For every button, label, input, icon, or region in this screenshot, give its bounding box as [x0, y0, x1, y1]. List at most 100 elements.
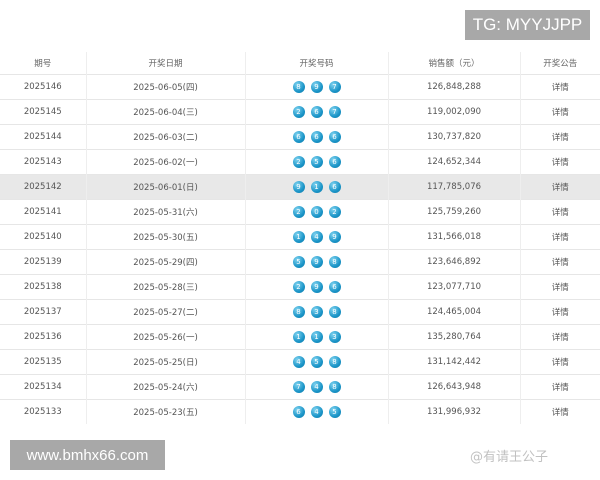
date-cell: 2025-06-05(四)	[85, 74, 245, 100]
date-cell: 2025-05-29(四)	[85, 249, 245, 275]
details-link[interactable]: 详情	[519, 324, 600, 350]
details-link[interactable]: 详情	[519, 299, 600, 325]
issue-cell: 2025144	[0, 124, 86, 150]
issue-cell: 2025141	[0, 199, 86, 225]
number-ball: 0	[310, 206, 323, 218]
details-link[interactable]: 详情	[519, 199, 600, 225]
number-ball: 1	[292, 231, 305, 243]
details-link[interactable]: 详情	[519, 399, 600, 424]
issue-cell: 2025139	[0, 249, 86, 275]
site-banner: www.bmhx66.com	[10, 440, 165, 470]
issue-cell: 2025143	[0, 149, 86, 175]
date-cell: 2025-05-27(二)	[85, 299, 245, 325]
sales-cell: 135,280,764	[387, 324, 520, 350]
number-ball: 6	[328, 131, 341, 143]
sales-cell: 124,652,344	[387, 149, 520, 175]
issue-cell: 2025142	[0, 174, 86, 200]
header-date: 开奖日期	[85, 52, 245, 75]
details-link[interactable]: 详情	[519, 224, 600, 250]
sales-cell: 119,002,090	[387, 99, 520, 125]
details-link[interactable]: 详情	[519, 74, 600, 100]
number-ball: 5	[328, 406, 341, 418]
number-ball: 4	[310, 381, 323, 393]
details-link[interactable]: 详情	[519, 349, 600, 375]
header-notice: 开奖公告	[519, 52, 600, 75]
date-cell: 2025-05-23(五)	[85, 399, 245, 424]
table-header: 期号 开奖日期 开奖号码 销售额（元） 开奖公告	[0, 52, 600, 75]
number-ball: 5	[310, 156, 323, 168]
sales-cell: 117,785,076	[387, 174, 520, 200]
number-ball: 6	[292, 131, 305, 143]
watermark: @有请王公子	[470, 450, 549, 465]
number-ball: 7	[292, 381, 305, 393]
number-ball: 9	[310, 256, 323, 268]
number-ball: 1	[310, 181, 323, 193]
issue-cell: 2025140	[0, 224, 86, 250]
issue-cell: 2025146	[0, 74, 86, 100]
details-link[interactable]: 详情	[519, 374, 600, 400]
number-ball: 6	[310, 106, 323, 118]
sales-cell: 131,996,932	[387, 399, 520, 424]
sales-cell: 131,142,442	[387, 349, 520, 375]
number-ball: 2	[292, 156, 305, 168]
number-ball: 3	[310, 306, 323, 318]
sales-cell: 126,643,948	[387, 374, 520, 400]
date-cell: 2025-06-02(一)	[85, 149, 245, 175]
number-ball: 3	[328, 331, 341, 343]
number-ball: 2	[292, 281, 305, 293]
date-cell: 2025-06-04(三)	[85, 99, 245, 125]
number-ball: 4	[310, 406, 323, 418]
number-ball: 9	[310, 281, 323, 293]
issue-cell: 2025138	[0, 274, 86, 300]
number-ball: 6	[310, 131, 323, 143]
details-link[interactable]: 详情	[519, 274, 600, 300]
details-link[interactable]: 详情	[519, 174, 600, 200]
tg-banner: TG: MYYJJPP	[465, 10, 590, 40]
details-link[interactable]: 详情	[519, 124, 600, 150]
date-cell: 2025-05-30(五)	[85, 224, 245, 250]
sales-cell: 131,566,018	[387, 224, 520, 250]
sales-cell: 130,737,820	[387, 124, 520, 150]
number-ball: 8	[328, 381, 341, 393]
date-cell: 2025-05-25(日)	[85, 349, 245, 375]
issue-cell: 2025137	[0, 299, 86, 325]
number-ball: 6	[328, 156, 341, 168]
number-ball: 8	[328, 256, 341, 268]
number-ball: 6	[328, 281, 341, 293]
number-ball: 7	[328, 106, 341, 118]
header-sales: 销售额（元）	[387, 52, 520, 75]
number-ball: 6	[292, 406, 305, 418]
draw-results-table: 期号 开奖日期 开奖号码 销售额（元） 开奖公告 2025146 2025-06…	[0, 52, 600, 424]
issue-cell: 2025145	[0, 99, 86, 125]
details-link[interactable]: 详情	[519, 99, 600, 125]
number-ball: 9	[328, 231, 341, 243]
date-cell: 2025-05-31(六)	[85, 199, 245, 225]
date-cell: 2025-05-24(六)	[85, 374, 245, 400]
issue-cell: 2025136	[0, 324, 86, 350]
number-ball: 2	[328, 206, 341, 218]
number-ball: 8	[328, 356, 341, 368]
details-link[interactable]: 详情	[519, 249, 600, 275]
details-link[interactable]: 详情	[519, 149, 600, 175]
